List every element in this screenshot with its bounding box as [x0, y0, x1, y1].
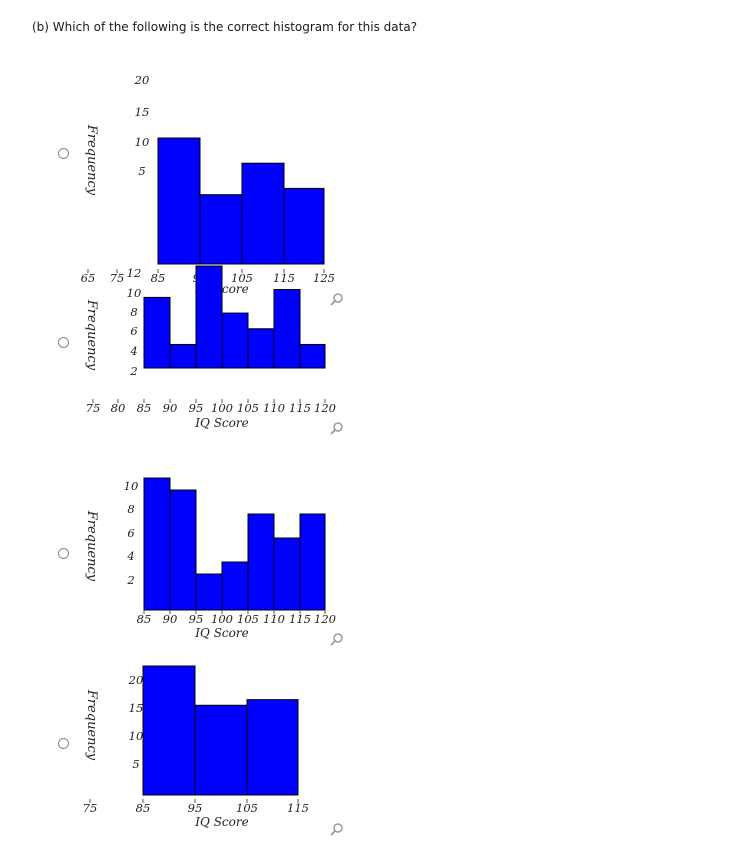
histogram-bar: [143, 296, 171, 369]
y-tick-label: 20: [134, 73, 150, 87]
histogram-bar: [221, 561, 249, 611]
x-tick-label: 90: [163, 401, 178, 415]
x-tick-label: 120: [314, 612, 336, 626]
y-tick-label: 8: [127, 502, 134, 516]
x-axis-label: IQ Score: [194, 626, 248, 640]
histogram-bar: [247, 513, 275, 611]
histogram-bar: [273, 289, 301, 369]
x-tick-label: 75: [110, 271, 125, 285]
x-tick-label: 100: [211, 401, 233, 415]
y-tick-label: 5: [132, 757, 139, 771]
histogram-bar: [169, 489, 197, 611]
x-tick-label: 115: [273, 271, 295, 285]
answer-option-3: Frequency 2 4 6 8 10 85 90 95 100 105 110 115 120 IQ S…: [0, 470, 739, 655]
histogram-bar: [195, 573, 223, 611]
histogram-chart: Frequency510152065758595105115125IQ Scor…: [81, 73, 343, 306]
x-tick-label: 115: [289, 612, 311, 626]
x-tick-label: 105: [236, 801, 258, 815]
x-tick-label: 65: [81, 271, 96, 285]
option-radio-button[interactable]: [58, 548, 69, 559]
histogram-bar: [195, 265, 223, 369]
x-tick-label: 105: [231, 271, 253, 285]
x-tick-label: 95: [188, 801, 203, 815]
question-text: (b) Which of the following is the correc…: [32, 20, 418, 34]
x-tick-label: 100: [211, 612, 233, 626]
x-tick-label: 80: [111, 401, 126, 415]
zoom-icon[interactable]: [330, 823, 343, 836]
histogram-bar: [241, 162, 285, 265]
histogram-chart: Frequency 2 4 6 8 10 85 90 95 100 105 110 115 120 IQ S…: [84, 477, 343, 646]
y-tick-label: 5: [138, 164, 145, 178]
y-tick-label: 12: [127, 266, 142, 280]
y-tick-label: 6: [127, 526, 134, 540]
x-tick-label: 85: [151, 271, 166, 285]
y-tick-label: 15: [129, 701, 144, 715]
y-tick-label: 10: [129, 729, 144, 743]
y-axis-label: Frequency: [84, 689, 99, 761]
histogram-bar: [299, 343, 326, 369]
histogram-bar: [169, 343, 197, 369]
y-tick-label: 10: [127, 286, 142, 300]
histogram-bar: [283, 187, 325, 265]
histogram-bar: [143, 477, 171, 611]
histogram-bar: [299, 513, 326, 611]
option-radio-button[interactable]: [58, 738, 69, 749]
histogram-bar: [246, 699, 299, 796]
y-tick-label: 20: [128, 673, 144, 687]
y-tick-label: 10: [135, 135, 150, 149]
x-tick-label: 115: [287, 801, 309, 815]
y-tick-label: 2: [126, 573, 134, 587]
x-tick-label: 115: [289, 401, 311, 415]
x-tick-label: 120: [314, 401, 336, 415]
x-tick-label: 75: [83, 801, 98, 815]
x-tick-label: 105: [237, 612, 259, 626]
x-tick-label: 85: [137, 612, 152, 626]
y-tick-label: 4: [129, 344, 137, 358]
histogram-bar: [221, 312, 249, 369]
x-tick-label: 105: [237, 401, 259, 415]
x-tick-label: 110: [263, 401, 285, 415]
x-tick-label: 95: [189, 401, 204, 415]
histogram-bar: [142, 665, 196, 796]
y-tick-label: 2: [129, 364, 137, 378]
zoom-icon[interactable]: [330, 293, 343, 306]
y-axis-label: Frequency: [84, 124, 99, 196]
y-tick-label: 10: [124, 479, 139, 493]
histogram-bar: [157, 137, 201, 265]
zoom-icon[interactable]: [330, 633, 343, 646]
y-tick-label: 6: [130, 324, 137, 338]
x-axis-label: IQ Score: [194, 815, 248, 829]
y-tick-label: 15: [135, 105, 150, 119]
histogram-bar: [273, 537, 301, 611]
answer-option-4: Frequency 5 10 15 20 75 85 95 105 115 IQ Score: [0, 660, 739, 840]
histogram-bar: [247, 328, 275, 369]
answer-option-1: Frequency510152065758595105115125IQ Scor…: [0, 60, 739, 306]
x-tick-label: 85: [137, 401, 152, 415]
x-tick-label: 75: [86, 401, 101, 415]
zoom-icon[interactable]: [330, 422, 343, 435]
x-tick-label: 95: [189, 612, 204, 626]
x-tick-label: 125: [313, 271, 335, 285]
y-axis-label: Frequency: [84, 299, 99, 371]
histogram-chart: Frequency 5 10 15 20 75 85 95 105 115 IQ Score: [83, 665, 343, 836]
y-axis-label: Frequency: [84, 510, 99, 582]
histogram-bar: [194, 704, 248, 796]
option-radio-button[interactable]: [58, 337, 69, 348]
y-tick-label: 8: [130, 305, 137, 319]
x-tick-label: 110: [263, 612, 285, 626]
x-tick-label: 90: [163, 612, 178, 626]
x-tick-label: 85: [136, 801, 151, 815]
answer-option-2: Frequency 2 4 6 8 10 12 75 80 85 90 95 100 105 110 115 1…: [0, 255, 739, 440]
x-axis-label: IQ Score: [194, 416, 248, 430]
histogram-bar: [199, 194, 243, 265]
y-tick-label: 4: [126, 549, 134, 563]
option-radio-button[interactable]: [58, 148, 69, 159]
